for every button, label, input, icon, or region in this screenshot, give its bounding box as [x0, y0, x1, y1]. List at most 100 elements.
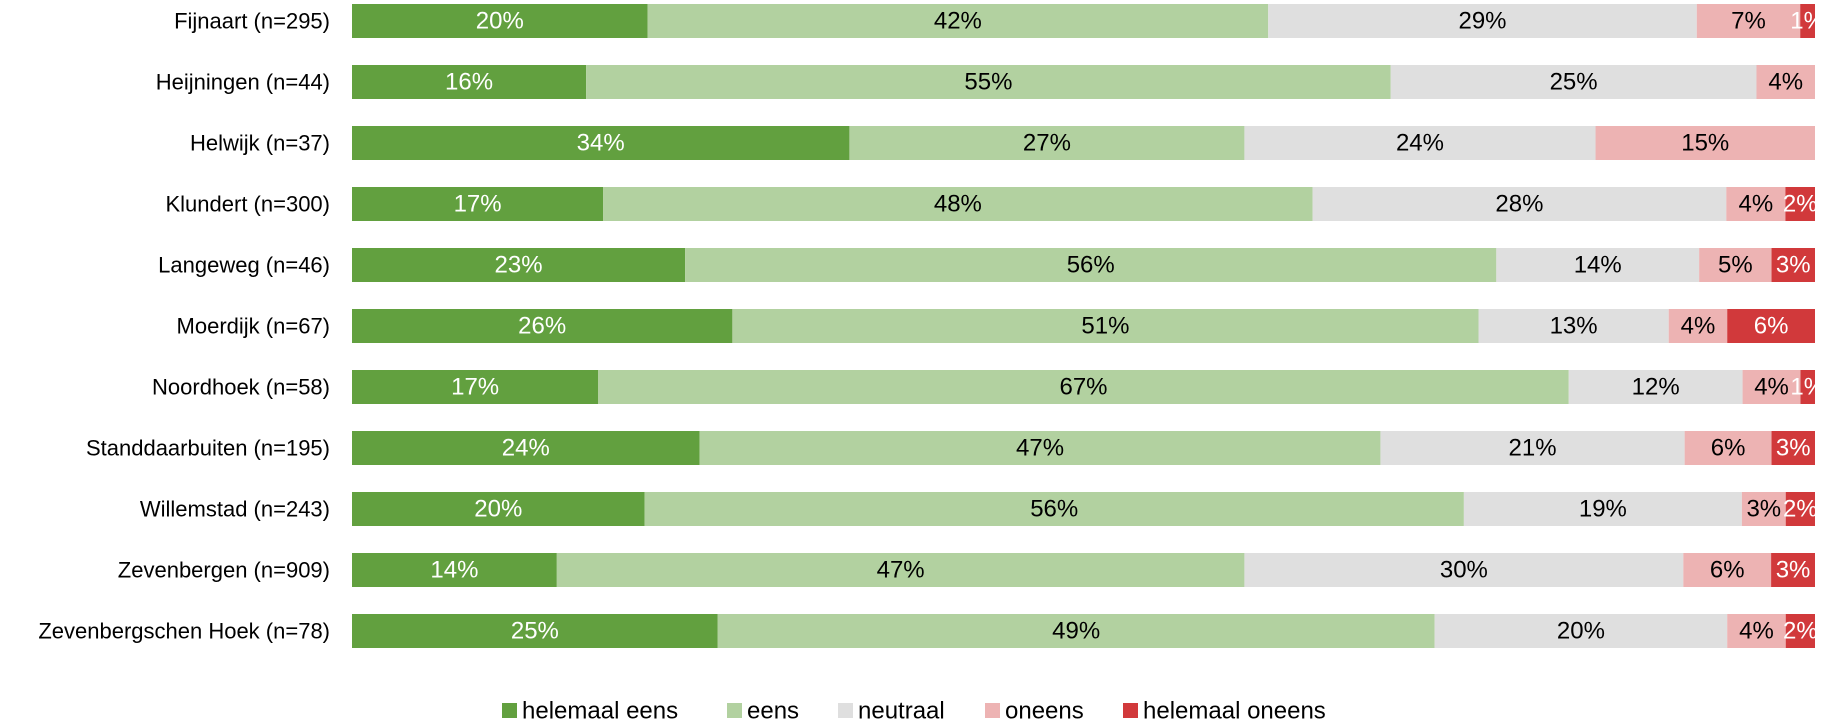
bar-eens-9 — [556, 553, 1245, 587]
data-label-oneens-4: 5% — [1718, 252, 1753, 279]
data-label-helemaal-oneens-3: 2% — [1783, 191, 1818, 218]
legend-swatch-helemaal-eens — [502, 703, 517, 718]
data-label-helemaal-oneens-6: 1% — [1790, 374, 1825, 401]
bar-oneens-4 — [1699, 248, 1772, 282]
bar-neutraal-0 — [1268, 4, 1697, 38]
legend-swatch-neutraal — [838, 703, 853, 718]
legend-label-helemaal-eens: helemaal eens — [522, 698, 678, 724]
bar-eens-4 — [685, 248, 1497, 282]
category-label-moerdijk-n-67: Moerdijk (n=67) — [177, 314, 330, 339]
category-label-klundert-n-300: Klundert (n=300) — [166, 192, 331, 217]
data-label-neutraal-10: 20% — [1557, 618, 1605, 645]
legend-label-oneens: oneens — [1005, 698, 1084, 724]
bar-neutraal-1 — [1390, 65, 1757, 99]
data-label-neutraal-1: 25% — [1550, 69, 1598, 96]
category-label-langeweg-n-46: Langeweg (n=46) — [158, 253, 330, 278]
bar-neutraal-2 — [1244, 126, 1596, 160]
category-label-standdaarbuiten-n-195: Standdaarbuiten (n=195) — [86, 436, 330, 461]
category-labels: Fijnaart (n=295) Heijningen (n=44) Helwijk… — [38, 9, 330, 644]
bar-helemaal-eens-6 — [352, 370, 599, 404]
bar-helemaal-oneens-0 — [1800, 4, 1815, 38]
data-label-helemaal-eens-7: 24% — [502, 435, 550, 462]
data-label-helemaal-eens-8: 20% — [474, 496, 522, 523]
data-label-helemaal-oneens-5: 6% — [1754, 313, 1789, 340]
data-label-oneens-9: 6% — [1710, 557, 1745, 584]
bar-oneens-6 — [1742, 370, 1801, 404]
data-label-neutraal-0: 29% — [1458, 8, 1506, 35]
data-label-eens-3: 48% — [934, 191, 982, 218]
bar-eens-0 — [647, 4, 1269, 38]
category-label-noordhoek-n-58: Noordhoek (n=58) — [152, 375, 330, 400]
bar-helemaal-eens-2 — [352, 126, 850, 160]
data-label-helemaal-eens-1: 16% — [445, 69, 493, 96]
data-label-eens-0: 42% — [934, 8, 982, 35]
data-label-neutraal-8: 19% — [1579, 496, 1627, 523]
bar-neutraal-8 — [1463, 492, 1742, 526]
data-label-eens-9: 47% — [877, 557, 925, 584]
data-label-oneens-5: 4% — [1681, 313, 1716, 340]
data-label-neutraal-6: 12% — [1632, 374, 1680, 401]
category-label-heijningen-n-44: Heijningen (n=44) — [156, 70, 330, 95]
data-label-helemaal-eens-6: 17% — [451, 374, 499, 401]
data-label-helemaal-oneens-7: 3% — [1776, 435, 1811, 462]
legend-swatch-oneens — [985, 703, 1000, 718]
bar-eens-3 — [603, 187, 1313, 221]
bar-helemaal-eens-8 — [352, 492, 645, 526]
data-label-helemaal-eens-9: 14% — [430, 557, 478, 584]
bar-neutraal-10 — [1434, 614, 1728, 648]
bar-helemaal-eens-3 — [352, 187, 604, 221]
data-label-helemaal-eens-2: 34% — [577, 130, 625, 157]
data-label-eens-4: 56% — [1067, 252, 1115, 279]
bar-oneens-3 — [1726, 187, 1786, 221]
category-label-zevenbergen-n-909: Zevenbergen (n=909) — [118, 558, 330, 583]
data-label-eens-8: 56% — [1030, 496, 1078, 523]
data-label-oneens-7: 6% — [1711, 435, 1746, 462]
bar-oneens-0 — [1696, 4, 1801, 38]
data-label-helemaal-oneens-9: 3% — [1776, 557, 1811, 584]
bar-oneens-2 — [1595, 126, 1815, 160]
bar-helemaal-oneens-4 — [1771, 248, 1815, 282]
data-label-oneens-8: 3% — [1746, 496, 1781, 523]
legend-swatch-eens — [727, 703, 742, 718]
data-label-neutraal-9: 30% — [1440, 557, 1488, 584]
category-label-helwijk-n-37: Helwijk (n=37) — [190, 131, 330, 156]
bar-neutraal-4 — [1496, 248, 1700, 282]
bar-neutraal-9 — [1244, 553, 1684, 587]
bar-eens-2 — [849, 126, 1245, 160]
bar-eens-8 — [644, 492, 1464, 526]
data-label-helemaal-eens-5: 26% — [518, 313, 566, 340]
data-label-helemaal-oneens-4: 3% — [1776, 252, 1811, 279]
legend-label-neutraal: neutraal — [858, 698, 945, 724]
bar-oneens-10 — [1727, 614, 1786, 648]
data-label-helemaal-oneens-8: 2% — [1783, 496, 1818, 523]
data-label-oneens-10: 4% — [1739, 618, 1774, 645]
data-label-oneens-2: 15% — [1681, 130, 1729, 157]
data-label-oneens-0: 7% — [1731, 8, 1766, 35]
data-label-eens-1: 55% — [964, 69, 1012, 96]
data-label-neutraal-7: 21% — [1509, 435, 1557, 462]
bar-eens-10 — [717, 614, 1435, 648]
bar-helemaal-eens-4 — [352, 248, 686, 282]
data-label-helemaal-eens-4: 23% — [495, 252, 543, 279]
bar-oneens-1 — [1756, 65, 1815, 99]
bar-helemaal-oneens-9 — [1771, 553, 1815, 587]
bar-helemaal-oneens-10 — [1785, 614, 1815, 648]
bar-oneens-8 — [1741, 492, 1786, 526]
bar-helemaal-oneens-8 — [1785, 492, 1815, 526]
bar-neutraal-6 — [1568, 370, 1743, 404]
bar-helemaal-oneens-5 — [1727, 309, 1815, 343]
category-label-willemstad-n-243: Willemstad (n=243) — [140, 497, 330, 522]
legend-label-eens: eens — [747, 698, 799, 724]
data-label-helemaal-eens-0: 20% — [476, 8, 524, 35]
data-label-neutraal-3: 28% — [1495, 191, 1543, 218]
bar-helemaal-eens-7 — [352, 431, 700, 465]
bar-helemaal-eens-9 — [352, 553, 557, 587]
legend-label-helemaal-oneens: helemaal oneens — [1143, 698, 1326, 724]
bar-helemaal-eens-5 — [352, 309, 733, 343]
bar-helemaal-eens-0 — [352, 4, 648, 38]
bar-neutraal-5 — [1478, 309, 1669, 343]
bar-neutraal-3 — [1312, 187, 1727, 221]
data-label-eens-7: 47% — [1016, 435, 1064, 462]
category-label-fijnaart-n-295: Fijnaart (n=295) — [174, 9, 330, 34]
